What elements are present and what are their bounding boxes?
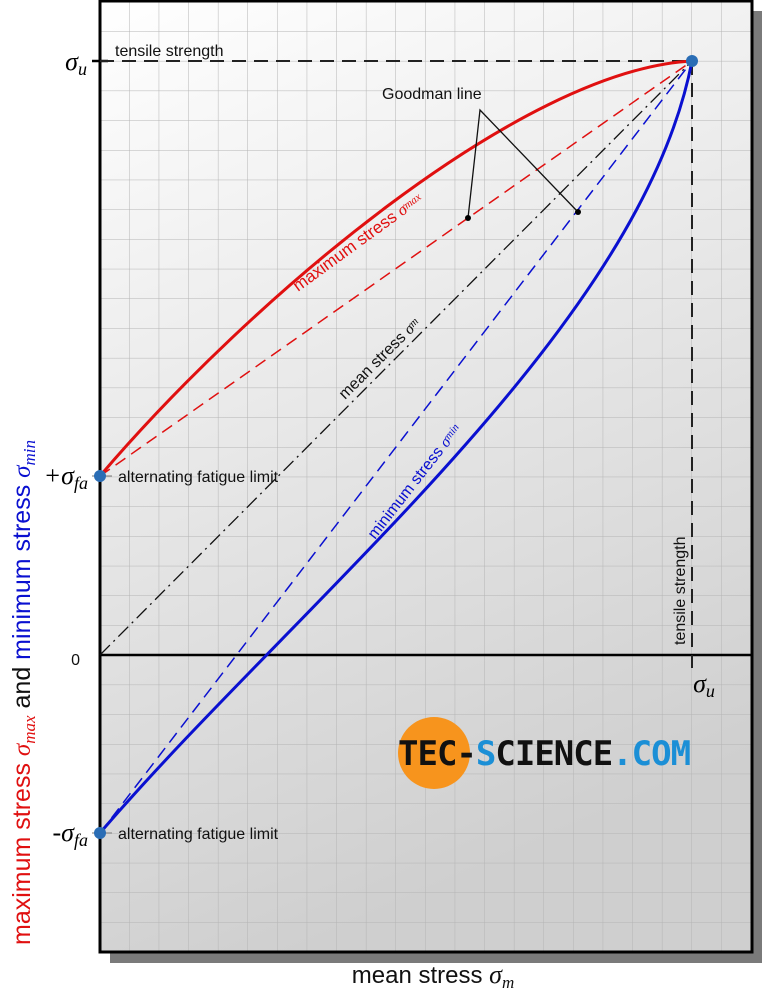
grid [100, 1, 752, 952]
tensile-strength-label-top: tensile strength [115, 43, 224, 60]
min-stress-curve [98, 60, 694, 834]
y-tick-sigma-u: σu [65, 47, 87, 79]
goodman-line-min [99, 60, 693, 834]
svg-text:TEC-SCIENCE.COM: TEC-SCIENCE.COM [398, 734, 691, 774]
goodman-point-min [575, 209, 581, 215]
max-stress-curve [98, 59, 693, 477]
goodman-line-label: Goodman line [382, 86, 482, 103]
x-axis-label: mean stress σm [352, 960, 515, 992]
goodman-pointer [467, 108, 579, 219]
y-tick-plus-sigma-fa: +σfa [44, 461, 88, 493]
tec-science-logo: TEC-SCIENCE.COM [398, 717, 692, 789]
x-tick-sigma-u: σu [693, 669, 715, 701]
fatigue-limit-label-upper: alternating fatigue limit [118, 469, 279, 486]
y-axis-label: maximum stress σmax and minimum stress σ… [8, 440, 39, 945]
tensile-strength-label-right: tensile strength [672, 536, 689, 645]
y-tick-minus-sigma-fa: -σfa [53, 818, 89, 850]
point-tensile-strength [686, 55, 698, 67]
point-fatigue-limit-upper [94, 470, 106, 482]
fatigue-limit-label-lower: alternating fatigue limit [118, 826, 279, 843]
goodman-point-max [465, 215, 471, 221]
goodman-line-max [99, 60, 693, 477]
point-fatigue-limit-lower [94, 827, 106, 839]
mean-stress-line [99, 60, 693, 656]
y-tick-zero: 0 [71, 652, 80, 669]
